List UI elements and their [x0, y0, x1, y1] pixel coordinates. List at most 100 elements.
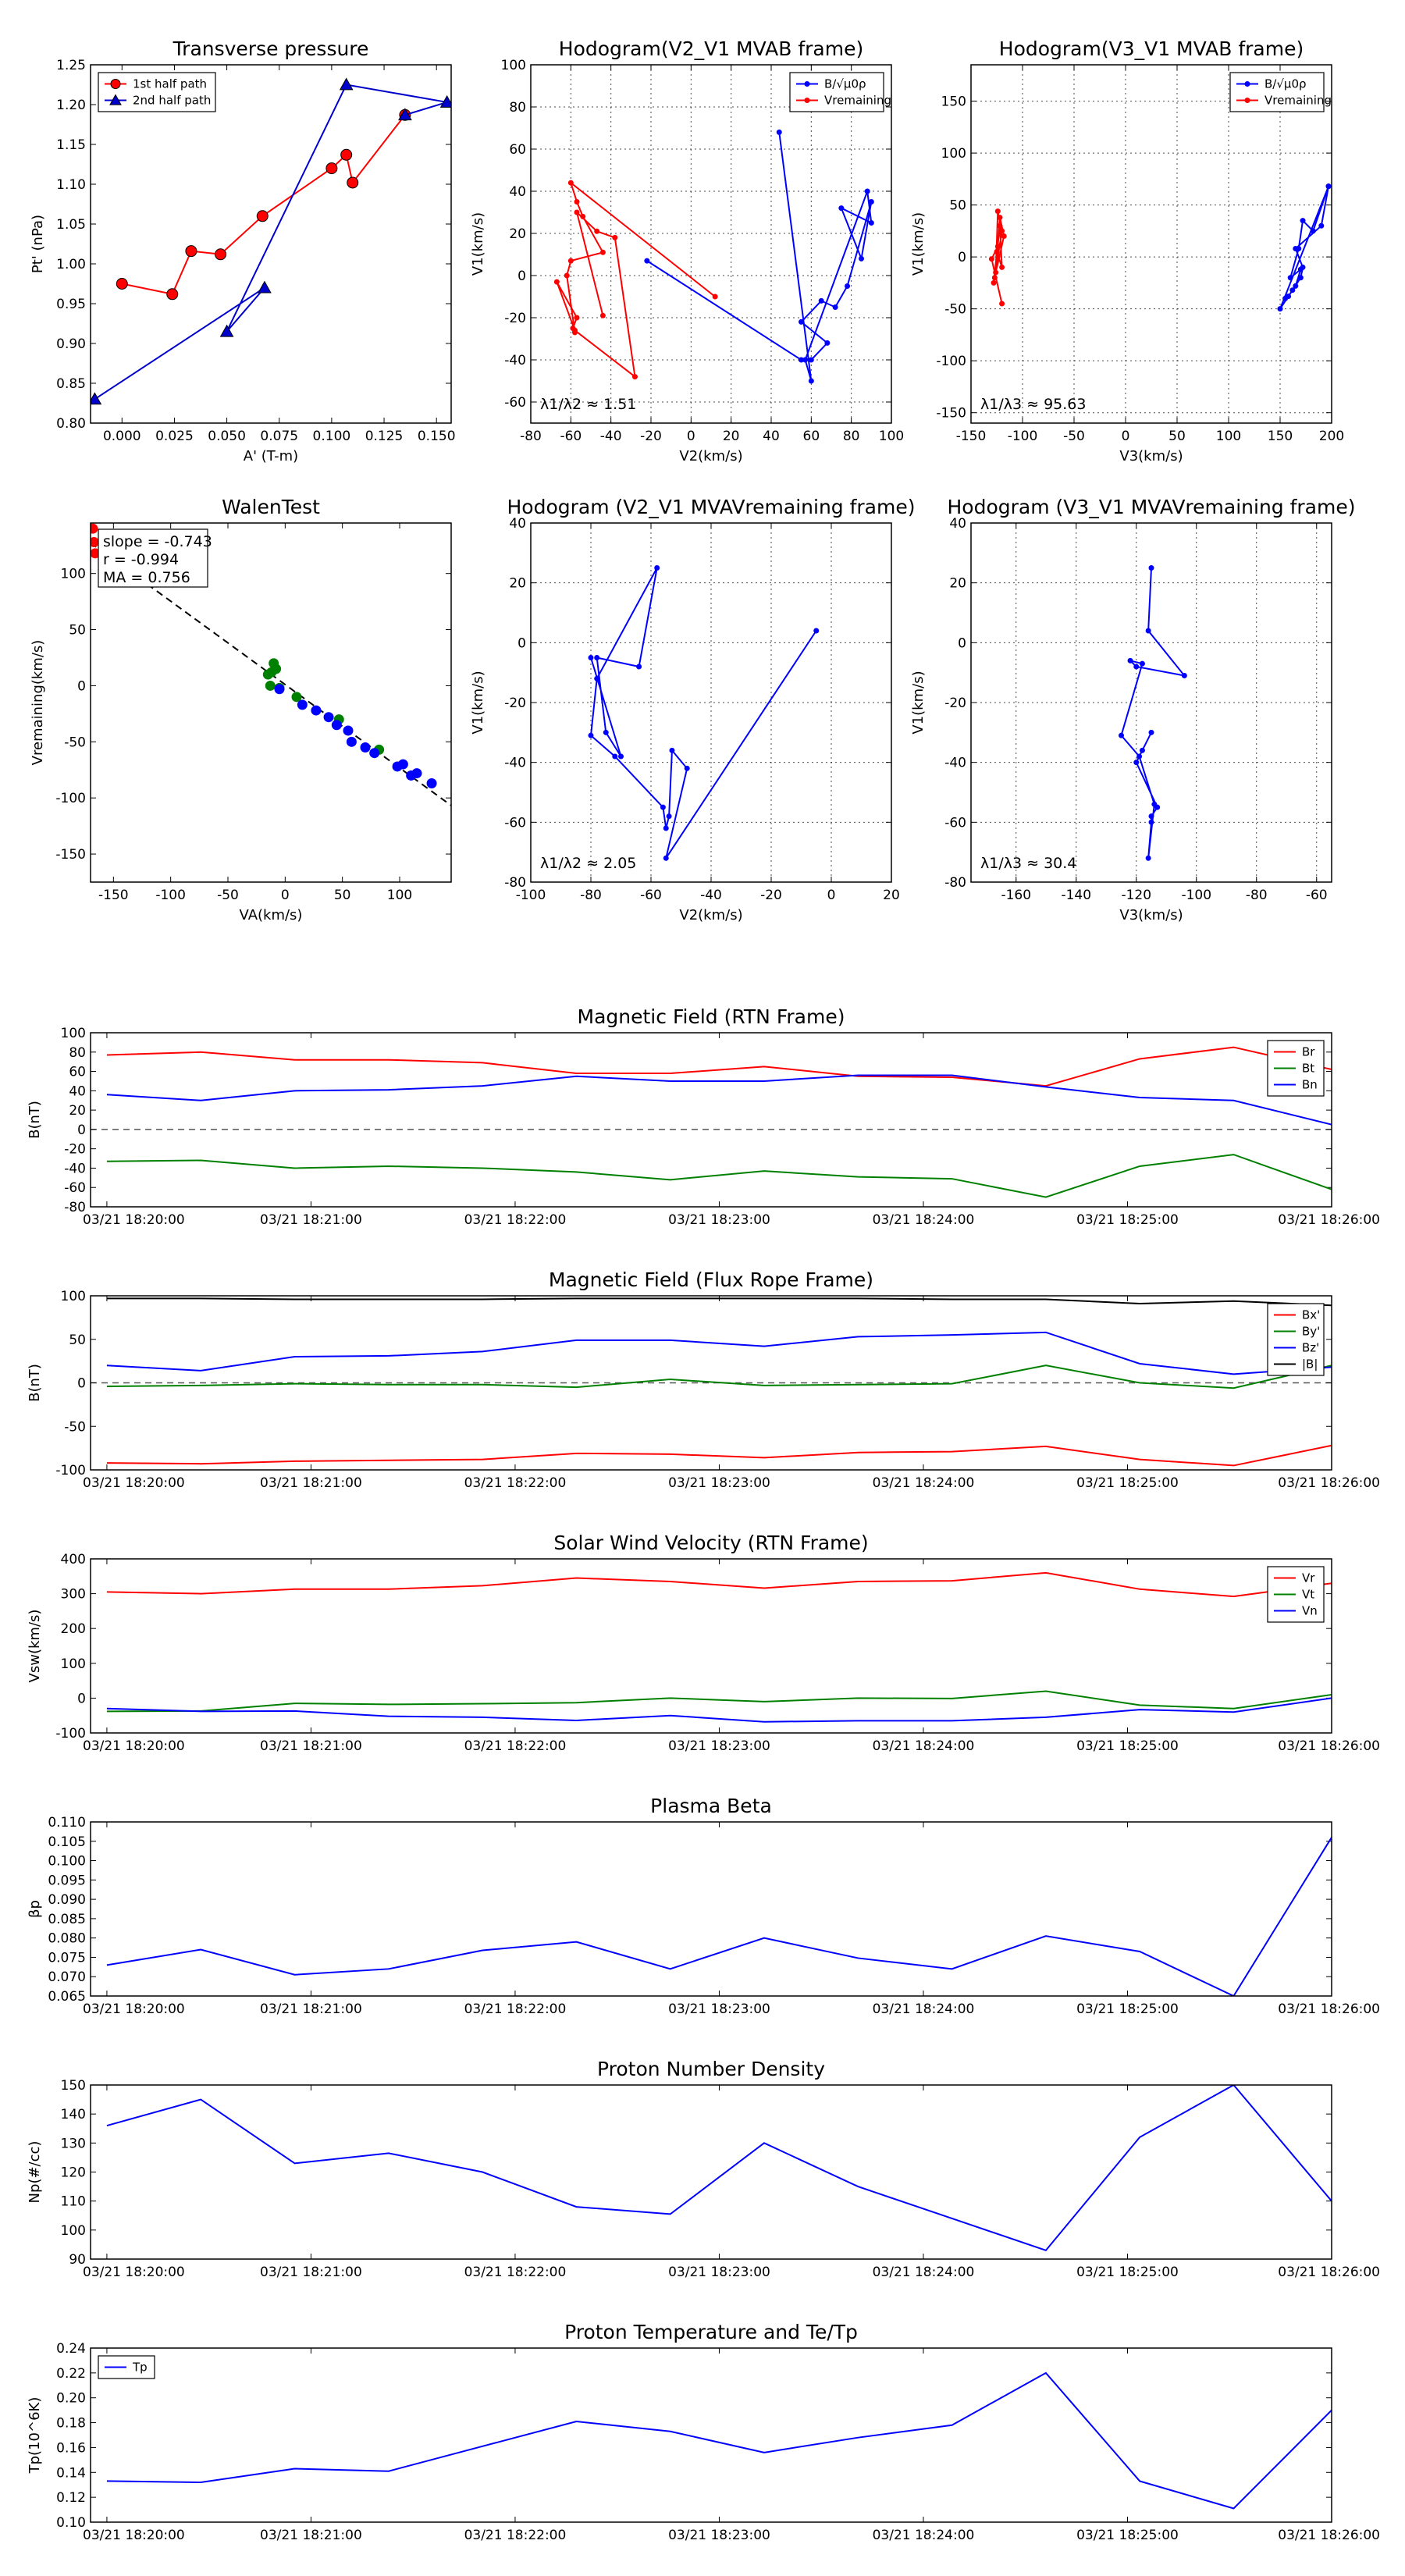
data-point: [1293, 283, 1299, 289]
x-tick-label: 03/21 18:25:00: [1076, 1212, 1179, 1228]
y-tick-label: 40: [509, 516, 526, 532]
axes-frame: [90, 2347, 1332, 2523]
y-tick-label: -100: [55, 1463, 86, 1478]
hodogram-v3-v1-mvav-panel: Hodogram (V3_V1 MVAVremaining frame) -80 -…: [910, 496, 1356, 923]
x-tick-label: 03/21 18:26:00: [1278, 1475, 1380, 1491]
y-tick-label: 1.15: [56, 137, 86, 153]
y-tick-label: 0.070: [48, 1969, 86, 1985]
legend: Br Bt Bn: [1267, 1040, 1325, 1097]
y-tick-label: 50: [69, 623, 86, 639]
data-point: [859, 255, 864, 262]
data-point: [660, 804, 666, 810]
series-line: [106, 1690, 1332, 1713]
data-point: [1300, 218, 1306, 224]
data-point: [776, 129, 782, 135]
x-tick-label: 03/21 18:22:00: [464, 2265, 567, 2280]
data-point: [1181, 673, 1187, 678]
x-tick-label: 03/21 18:24:00: [873, 1475, 975, 1491]
series-line: [106, 2371, 1332, 2510]
data-point: [411, 768, 422, 779]
data-point: [991, 275, 998, 281]
data-point: [808, 357, 814, 363]
chart-title: Magnetic Field (RTN Frame): [578, 1005, 845, 1028]
legend-label: By': [1302, 1325, 1320, 1339]
data-point: [999, 301, 1005, 307]
y-axis-label: Pt' (nPa): [30, 215, 46, 273]
plot-area: [106, 1297, 1332, 1467]
x-axis-label: V3(km/s): [1119, 907, 1183, 923]
chart-title: Proton Number Density: [597, 2058, 825, 2080]
data-point: [297, 699, 308, 710]
data-point: [1148, 819, 1154, 825]
data-point: [993, 269, 999, 276]
data-point: [988, 256, 994, 262]
hodogram-v2-v1-mvab-panel: Hodogram(V2_V1 MVAB frame) -60 -40 -20 0 20 40…: [470, 37, 904, 464]
y-tick-label: 1.00: [56, 257, 86, 272]
x-tick-label: 03/21 18:22:00: [464, 2528, 567, 2543]
magnetic-field-rtn-panel: Magnetic Field (RTN Frame) -80 -60 -40 -20 0 2…: [27, 1005, 1380, 1228]
plot-area: [91, 77, 451, 405]
y-tick-label: 1.25: [56, 58, 86, 73]
data-point: [603, 729, 609, 735]
axes-frame: [90, 1295, 1332, 1471]
data-point: [258, 280, 272, 294]
series-line: [106, 1364, 1332, 1389]
x-tick-label: 0.025: [155, 429, 194, 444]
data-point: [804, 81, 810, 87]
data-point: [1277, 306, 1283, 312]
y-tick-label: 400: [61, 1552, 86, 1567]
y-tick-label: -20: [504, 696, 526, 711]
plot-area: [106, 1571, 1332, 1723]
x-tick-label: 03/21 18:20:00: [83, 2265, 185, 2280]
data-point: [618, 753, 624, 760]
legend-label: B/√μ0ρ: [824, 77, 866, 91]
x-tick-label: 03/21 18:21:00: [260, 1475, 362, 1491]
data-point: [256, 210, 269, 222]
x-tick-label: 03/21 18:25:00: [1076, 2528, 1179, 2543]
x-tick-label: 0.000: [103, 429, 141, 444]
plot-area: [91, 523, 451, 806]
x-tick-label: 03/21 18:23:00: [668, 1212, 770, 1228]
data-point: [612, 234, 618, 240]
data-point: [824, 340, 831, 346]
axes-frame: [90, 1558, 1332, 1734]
data-point: [271, 664, 282, 674]
data-point: [574, 315, 580, 321]
data-point: [1133, 664, 1140, 670]
x-axis-label: A' (T-m): [244, 448, 298, 464]
x-tick-label: 03/21 18:25:00: [1076, 1475, 1179, 1491]
chart-title: Hodogram (V2_V1 MVAVremaining frame): [507, 496, 916, 518]
chart-title: WalenTest: [222, 496, 320, 518]
y-tick-label: 0.090: [48, 1892, 86, 1908]
chart-title: Transverse pressure: [173, 37, 369, 60]
data-point: [1119, 732, 1124, 738]
x-tick-label: 03/21 18:21:00: [260, 2528, 362, 2543]
x-tick-label: -120: [1121, 888, 1151, 903]
data-point: [1287, 275, 1293, 281]
y-tick-label: 0.095: [48, 1873, 86, 1888]
series-line: [106, 1444, 1332, 1467]
chart-title: Hodogram (V3_V1 MVAVremaining frame): [948, 496, 1356, 518]
legend-label: Tp: [132, 2361, 148, 2375]
x-tick-label: 03/21 18:20:00: [83, 2528, 185, 2543]
data-point: [868, 199, 874, 205]
y-tick-label: 60: [69, 1065, 86, 1080]
y-axis-label: Vsw(km/s): [27, 1610, 43, 1683]
x-tick-label: 40: [763, 429, 780, 444]
data-point: [1133, 760, 1140, 766]
data-point: [1139, 660, 1145, 667]
y-tick-label: 0.90: [56, 336, 86, 352]
legend-box: [789, 72, 884, 112]
x-tick-label: 03/21 18:24:00: [873, 1212, 975, 1228]
data-point: [994, 244, 1001, 250]
data-point: [594, 228, 600, 234]
y-tick-label: -100: [936, 354, 966, 369]
data-point: [808, 378, 814, 384]
transverse-pressure-panel: Transverse pressure 0.80 0.85 0.90 0.95 1.00 1…: [30, 37, 456, 464]
y-tick-label: 0: [958, 250, 966, 265]
y-tick-label: 20: [69, 1103, 86, 1119]
plot-area: [1119, 565, 1187, 861]
y-tick-label: 110: [61, 2194, 86, 2210]
x-tick-label: 03/21 18:24:00: [873, 1738, 975, 1754]
y-tick-label: 0.110: [48, 1815, 86, 1831]
